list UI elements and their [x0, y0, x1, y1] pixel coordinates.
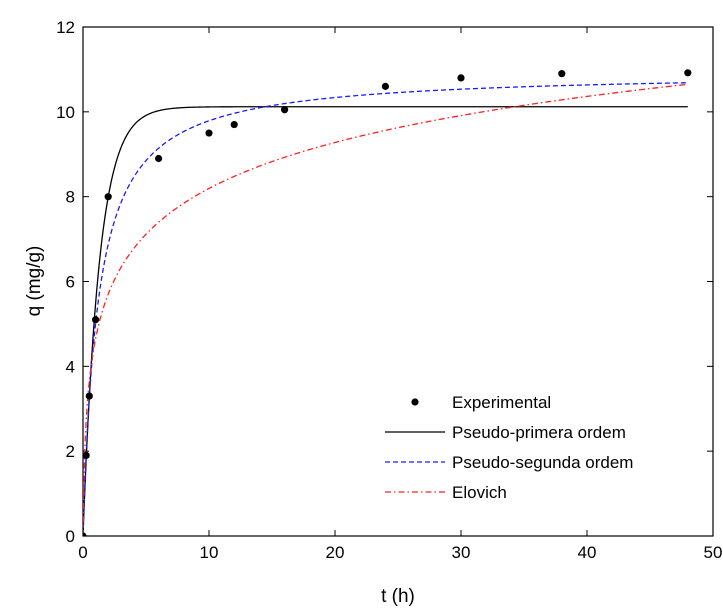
data-point-experimental	[104, 193, 112, 201]
y-tick-label: 2	[66, 442, 75, 461]
y-tick-label: 12	[56, 18, 75, 37]
legend-label: Pseudo-primera ordem	[452, 423, 626, 442]
legend-item: Pseudo-primera ordem	[385, 423, 626, 442]
y-tick-label: 10	[56, 103, 75, 122]
series-line-elovich	[83, 83, 688, 536]
x-tick-label: 10	[200, 543, 219, 562]
x-tick-label: 40	[578, 543, 597, 562]
data-point-experimental	[92, 316, 100, 324]
x-tick-label: 20	[326, 543, 345, 562]
x-axis-label: t (h)	[381, 586, 415, 607]
plot-area	[83, 69, 692, 536]
legend-label: Experimental	[452, 393, 551, 412]
data-point-experimental	[155, 154, 163, 163]
legend-marker	[411, 398, 419, 406]
data-point-experimental	[205, 129, 213, 137]
series-line-pso	[83, 82, 688, 536]
data-point-experimental	[83, 532, 87, 536]
y-tick-label: 4	[66, 357, 75, 376]
legend: Experimental Pseudo-primera ordem Pseudo-s…	[385, 393, 633, 502]
legend-label: Elovich	[452, 483, 507, 502]
y-axis-ticks: 0 2 4 6 8 10 12	[56, 18, 713, 546]
series-line-pfo	[83, 106, 688, 536]
data-point-experimental	[281, 106, 289, 114]
legend-label: Pseudo-segunda ordem	[452, 453, 633, 472]
data-point-experimental	[684, 69, 692, 77]
y-tick-label: 8	[66, 188, 75, 207]
x-tick-label: 30	[452, 543, 471, 562]
data-point-experimental	[85, 392, 93, 400]
data-point-experimental	[381, 82, 389, 90]
y-tick-label: 0	[66, 527, 75, 546]
data-point-experimental	[558, 70, 566, 78]
data-point-experimental	[230, 120, 238, 129]
data-point-experimental	[457, 74, 465, 82]
data-point-experimental	[83, 451, 90, 460]
y-axis-label: q (mg/g)	[24, 246, 45, 317]
legend-item: Experimental	[411, 393, 551, 412]
x-axis-ticks: 0 10 20 30 40 50	[78, 27, 722, 562]
legend-item: Pseudo-segunda ordem	[385, 453, 633, 472]
legend-item: Elovich	[385, 483, 507, 502]
x-tick-label: 0	[78, 543, 87, 562]
x-tick-label: 50	[704, 543, 723, 562]
y-tick-label: 6	[66, 273, 75, 292]
